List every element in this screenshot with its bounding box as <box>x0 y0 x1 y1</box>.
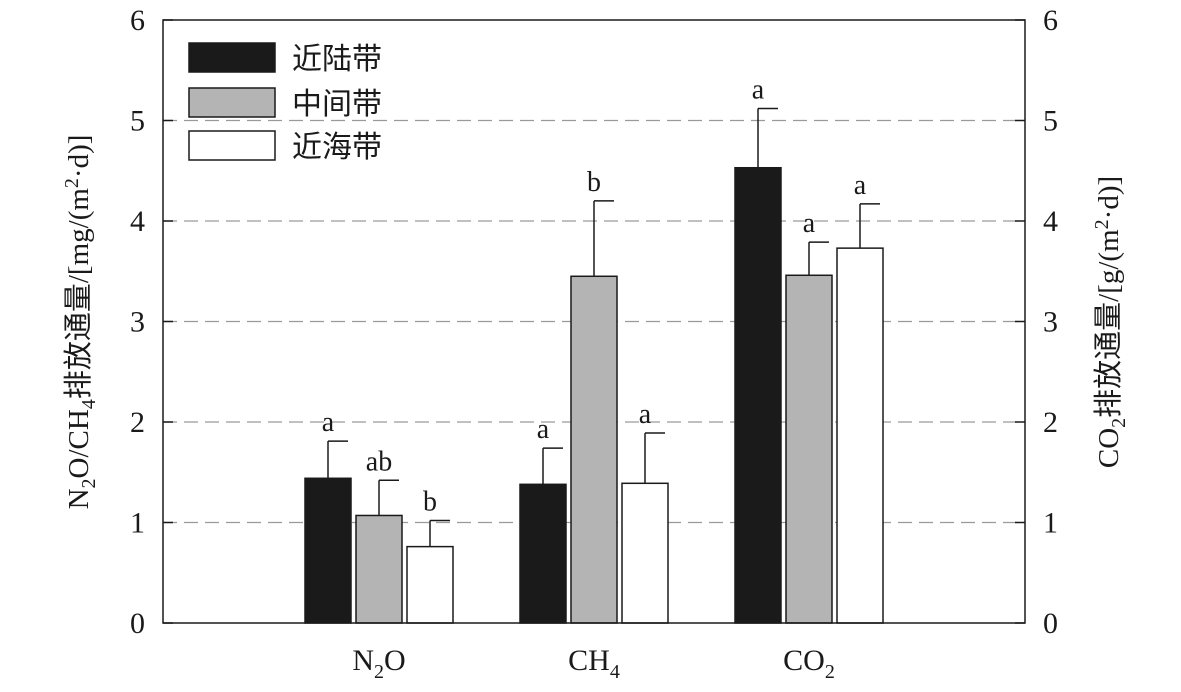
y2-axis-title-part: ·d)] <box>1093 176 1125 219</box>
y2-axis-title-part: CO <box>1093 428 1125 468</box>
x-tick-label-sub: 2 <box>825 661 835 683</box>
legend-label-near-sea: 近海带 <box>292 131 382 164</box>
x-tick-label-part: CO <box>783 644 825 677</box>
y2-tick-labels: 0 1 2 3 4 5 6 <box>1043 4 1058 640</box>
legend-swatch-middle <box>188 87 276 118</box>
bars <box>304 166 884 624</box>
y-axis-title-part: N <box>63 488 95 509</box>
y2-tick-label: 4 <box>1043 205 1058 238</box>
y2-tick-label: 5 <box>1043 105 1058 138</box>
x-tick-label-sub: 4 <box>610 661 620 683</box>
y-axis-title-sup: 2 <box>61 178 83 188</box>
significance-letter: a <box>854 170 867 201</box>
y-tick-label: 3 <box>130 306 145 339</box>
bar <box>519 483 567 624</box>
legend: 近陆带 中间带 近海带 <box>188 42 382 164</box>
axis-ticks <box>163 19 1025 624</box>
x-tick-label-part: O <box>384 644 406 677</box>
significance-letter: a <box>639 399 652 430</box>
y2-tick-label: 1 <box>1043 507 1058 540</box>
y2-tick-label: 0 <box>1043 607 1058 640</box>
y2-axis-title-sub: 2 <box>1108 418 1130 428</box>
bar <box>406 545 454 624</box>
y2-axis-title: CO2排放通量/[g/(m2·d)] <box>1091 176 1130 468</box>
y-axis-title-sub: 2 <box>78 478 100 488</box>
significance-letter: a <box>803 208 816 239</box>
bar <box>304 477 352 624</box>
x-tick-label: N2O <box>352 644 405 683</box>
y2-axis-title-part: 排放通量/[g/(m <box>1092 229 1125 418</box>
significance-letter: b <box>587 167 601 198</box>
bar <box>355 514 403 624</box>
y-tick-label: 1 <box>130 507 145 540</box>
significance-letter: a <box>537 414 550 445</box>
y2-tick-label: 3 <box>1043 306 1058 339</box>
y-tick-label: 5 <box>130 105 145 138</box>
bar <box>621 482 669 624</box>
y-axis-title-part: O/CH <box>63 409 95 478</box>
significance-letter: a <box>322 407 335 438</box>
legend-label-middle: 中间带 <box>292 88 382 121</box>
y-axis-title-part: ·d)] <box>63 135 95 178</box>
x-tick-label-sub: 2 <box>374 661 384 683</box>
bar <box>785 274 833 624</box>
y2-tick-label: 6 <box>1043 4 1058 37</box>
x-tick-labels: N2O CH4 CO2 <box>352 644 835 683</box>
significance-letter: ab <box>366 446 392 477</box>
y-tick-label: 4 <box>130 205 145 238</box>
y2-axis-title-sup: 2 <box>1091 219 1113 229</box>
x-tick-label: CO2 <box>783 644 835 683</box>
y2-tick-label: 2 <box>1043 406 1058 439</box>
significance-letter: b <box>423 486 437 517</box>
error-bars <box>327 107 880 547</box>
y-tick-labels: 0 1 2 3 4 5 6 <box>130 4 145 640</box>
legend-swatch-near-sea <box>188 130 276 161</box>
legend-label-near-land: 近陆带 <box>292 43 382 76</box>
y-tick-label: 6 <box>130 4 145 37</box>
bar <box>836 247 884 624</box>
y-tick-label: 0 <box>130 607 145 640</box>
legend-swatch-near-land <box>188 42 276 73</box>
y-axis-title-part: 排放通量/[mg/(m <box>62 188 95 399</box>
significance-letter: a <box>752 74 765 105</box>
x-tick-label-part: N <box>352 644 374 677</box>
y-tick-label: 2 <box>130 406 145 439</box>
x-tick-label: CH4 <box>568 644 620 683</box>
y-axis-title: N2O/CH4排放通量/[mg/(m2·d)] <box>61 135 100 510</box>
bar <box>570 275 618 624</box>
y-axis-title-sub: 4 <box>78 399 100 409</box>
bar <box>734 166 782 624</box>
x-tick-label-part: CH <box>568 644 610 677</box>
